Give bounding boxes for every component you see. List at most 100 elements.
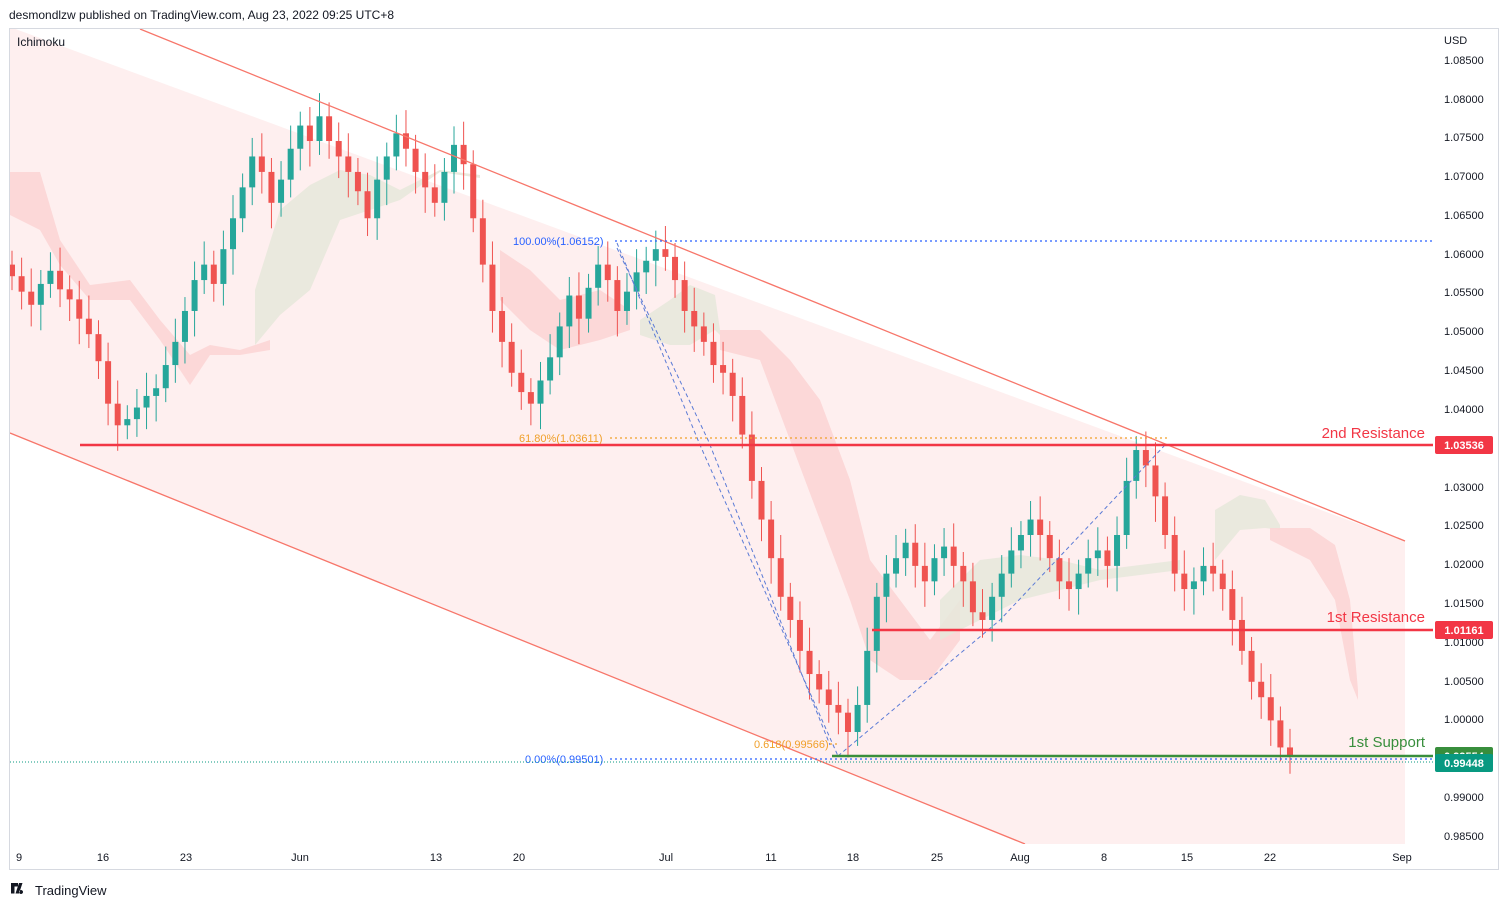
fib-retracement-path-2[interactable] [616,247,831,746]
candle[interactable] [326,102,333,159]
candle[interactable] [153,374,160,422]
candle[interactable] [969,562,976,627]
candle[interactable] [306,107,313,167]
candle[interactable] [57,247,64,308]
candle[interactable] [1219,559,1226,611]
candle[interactable] [143,372,150,430]
candle[interactable] [249,137,256,206]
candle[interactable] [9,250,15,291]
candle[interactable] [345,133,352,198]
candle[interactable] [85,295,92,349]
candle[interactable] [1123,457,1130,549]
candle[interactable] [633,249,640,310]
candle[interactable] [729,358,736,422]
candle[interactable] [835,681,842,735]
candle[interactable] [220,230,227,306]
candle[interactable] [691,287,698,352]
candle[interactable] [287,125,294,198]
candle[interactable] [422,153,429,213]
candle[interactable] [1142,431,1149,488]
candle[interactable] [806,627,813,700]
candle[interactable] [95,320,102,379]
candle[interactable] [1104,536,1111,588]
candle[interactable] [537,361,544,430]
candle[interactable] [76,280,83,345]
candle[interactable] [518,349,525,410]
candle[interactable] [623,273,630,325]
candle[interactable] [1162,482,1169,549]
candle[interactable] [777,534,784,611]
candle[interactable] [575,272,582,345]
candle[interactable] [1133,436,1140,499]
candle[interactable] [402,110,409,167]
candle[interactable] [662,225,669,271]
candle[interactable] [18,257,25,310]
candle[interactable] [201,241,208,294]
candle[interactable] [614,266,621,337]
candle[interactable] [489,241,496,333]
candle[interactable] [873,582,880,673]
candle[interactable] [710,323,717,383]
candle[interactable] [720,341,727,395]
candle[interactable] [1277,706,1284,762]
candle[interactable] [1248,636,1255,700]
candle[interactable] [796,601,803,673]
candle[interactable] [460,121,467,190]
candle[interactable] [825,670,832,723]
candle[interactable] [566,276,573,349]
candle[interactable] [998,555,1005,623]
candle[interactable] [681,261,688,333]
candle[interactable] [1094,527,1101,576]
candle[interactable] [393,114,400,171]
candle[interactable] [1229,570,1236,646]
candle[interactable] [124,405,131,440]
candle[interactable] [210,250,217,302]
candle[interactable] [1085,539,1092,588]
candle[interactable] [230,195,237,275]
candle[interactable] [172,318,179,383]
candle[interactable] [893,534,900,588]
candle[interactable] [431,164,438,217]
candle[interactable] [960,551,967,607]
candle[interactable] [181,297,188,364]
candle[interactable] [1037,496,1044,561]
indicator-legend[interactable]: Ichimoku [17,35,66,49]
candle[interactable] [787,582,794,638]
candle[interactable] [768,501,775,584]
candle[interactable] [556,312,563,376]
channel-lower-line[interactable] [10,432,1026,844]
candle[interactable] [585,273,592,333]
candle[interactable] [441,158,448,221]
candle[interactable] [412,134,419,194]
candle[interactable] [1200,547,1207,596]
candle[interactable] [672,242,679,298]
candle[interactable] [133,388,140,437]
candle[interactable] [547,334,554,395]
candle[interactable] [758,467,765,542]
candle[interactable] [595,246,602,306]
candle[interactable] [297,111,304,171]
candle[interactable] [1065,558,1072,611]
candle[interactable] [37,270,44,331]
candle[interactable] [47,252,54,298]
candle[interactable] [921,542,928,607]
candle[interactable] [816,660,823,704]
candle[interactable] [739,377,746,449]
fib-extension-path[interactable] [837,444,1166,757]
candle[interactable] [643,246,650,294]
channel-upper-line[interactable] [139,29,1406,542]
candle[interactable] [748,411,755,499]
candle[interactable] [902,528,909,576]
candle[interactable] [700,312,707,356]
candle[interactable] [864,627,871,723]
candle[interactable] [1258,663,1265,719]
candle[interactable] [883,555,890,623]
candle[interactable] [335,122,342,179]
candle[interactable] [989,582,996,642]
candle[interactable] [258,133,265,194]
candle[interactable] [1181,550,1188,611]
candle[interactable] [508,323,515,387]
candle[interactable] [239,173,246,233]
candle[interactable] [268,158,275,229]
